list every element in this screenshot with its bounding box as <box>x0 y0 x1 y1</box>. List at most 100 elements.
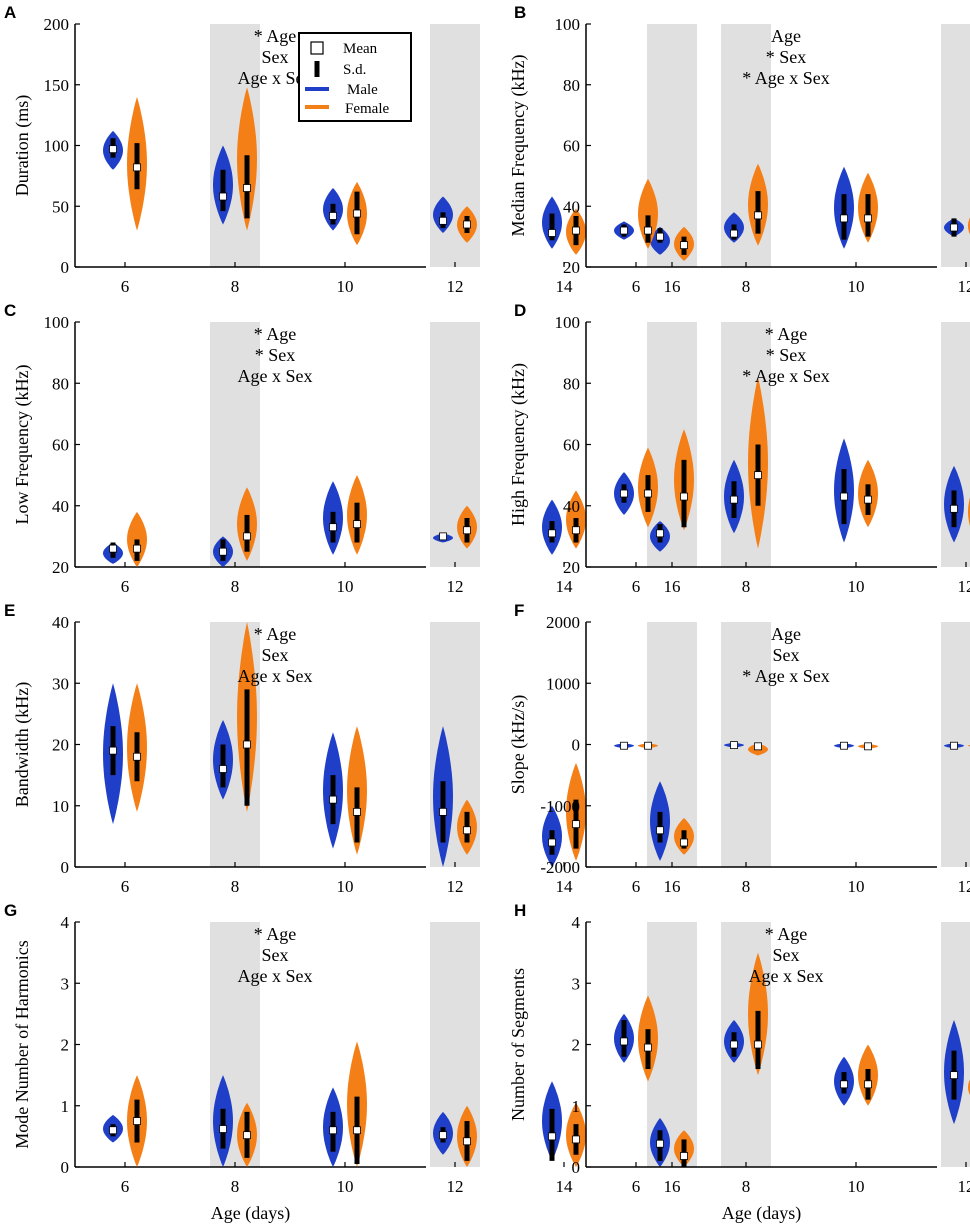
panel-a-mean-male-16 <box>656 232 664 241</box>
panel-f-stat-0: Age <box>771 624 801 644</box>
panel-e-mean-male-12 <box>439 807 447 816</box>
panel-e-xtick-label: 8 <box>231 877 240 896</box>
panel-g-ytick-label: 1 <box>61 1097 70 1116</box>
panel-g-mean-female-6 <box>133 1117 141 1125</box>
panel-e-xtick-label: 10 <box>337 877 354 896</box>
panel-g-ylabel: Mode Number of Harmonics <box>12 940 32 1148</box>
panel-b-xtick-label: 6 <box>632 277 641 296</box>
panel-c-mean-male-12 <box>439 532 447 541</box>
panel-a-stat-0: * Age <box>254 26 297 46</box>
panel-d-xtick-label: 12 <box>958 577 970 596</box>
panel-c-stat-1: * Sex <box>255 345 296 365</box>
panel-d-stat-1: * Sex <box>766 345 807 365</box>
panel-f-mean-male-6 <box>620 741 628 750</box>
panel-a-stat-2: Age x Sex <box>238 68 313 88</box>
panel-a-xtick-label: 10 <box>337 277 354 296</box>
panel-h-xtick-label: 8 <box>742 1177 751 1196</box>
panel-e-xtick-label: 14 <box>556 877 574 896</box>
panel-e-ytick-label: 30 <box>52 674 69 693</box>
panel-b: 20 40 60 80 100 6 8 10 12 14 16 Age* Sex* Age x Sex… <box>508 3 970 296</box>
panel-e-xtick-label: 6 <box>121 877 130 896</box>
panel-h-mean-female-8 <box>754 1040 762 1049</box>
panel-b-stat-2: * Age x Sex <box>742 68 830 88</box>
panel-c-mean-male-14 <box>548 529 556 538</box>
panel-f-letter: F <box>514 601 524 620</box>
panel-c-mean-female-14 <box>572 526 580 535</box>
panel-h-stat-0: * Age <box>765 924 808 944</box>
panel-f-ytick-label: -2000 <box>540 858 580 877</box>
panel-g-stat-2: Age x Sex <box>238 966 313 986</box>
panel-h-xtick-label: 10 <box>848 1177 865 1196</box>
panel-c-ytick-label: 60 <box>52 436 69 455</box>
panel-h-ytick-label: 3 <box>572 974 581 993</box>
legend: Mean S.d. Male Female <box>298 32 412 122</box>
panel-b-stat-1: * Sex <box>766 47 807 67</box>
panel-e-ytick-label: 40 <box>52 613 69 632</box>
panel-b-xtick-label: 8 <box>742 277 751 296</box>
panel-d-mean-male-8 <box>730 495 738 504</box>
panel-g-mean-male-12 <box>439 1131 447 1140</box>
panel-a-mean-male-12 <box>439 216 447 225</box>
panel-d-xtick-label: 6 <box>632 577 641 596</box>
panel-b-ytick-label: 20 <box>563 258 580 277</box>
panel-c-ytick-label: 80 <box>52 374 69 393</box>
panel-h-ylabel: Number of Segments <box>508 968 528 1121</box>
panel-c-ytick-label: 100 <box>44 313 70 332</box>
panel-d-stat-2: * Age x Sex <box>742 366 830 386</box>
panel-b-xtick-label: 12 <box>958 277 970 296</box>
panel-d-xtick-label: 10 <box>848 577 865 596</box>
panel-f-ytick-label: 2000 <box>546 613 580 632</box>
panel-e-xtick-label: 12 <box>447 877 464 896</box>
panel-e-letter: E <box>4 601 15 620</box>
panel-d-letter: D <box>514 301 526 320</box>
panel-b-mean-male-8 <box>730 229 738 238</box>
panel-h-ytick-label: 0 <box>572 1158 581 1177</box>
panel-f-mean-male-8 <box>730 741 738 750</box>
panel-c-letter: C <box>4 301 16 320</box>
panel-c-ytick-label: 40 <box>52 497 69 516</box>
panel-d-mean-male-6 <box>620 489 628 498</box>
panel-d-mean-female-6 <box>644 489 652 498</box>
panel-d-mean-male-12 <box>950 504 958 513</box>
panel-c-mean-female-10 <box>353 520 361 529</box>
panel-g-xtick-label: 12 <box>447 1177 464 1196</box>
panel-d: 20 40 60 80 100 6 8 10 12 14 16 * Age* Sex* Age x S… <box>508 301 970 596</box>
panel-c-xtick-label: 8 <box>231 577 240 596</box>
panel-c-mean-female-6 <box>133 544 141 553</box>
legend-sd-label: S.d. <box>343 62 366 78</box>
panel-g-mean-female-14 <box>572 1135 580 1144</box>
panel-g-mean-male-10 <box>329 1126 337 1135</box>
panel-c-mean-female-8 <box>243 532 251 541</box>
panel-h-mean-female-10 <box>864 1080 872 1089</box>
panel-a-mean-male-6 <box>109 145 117 154</box>
panel-g-mean-female-12 <box>463 1137 471 1146</box>
panel-d-stat-0: * Age <box>765 324 808 344</box>
panel-c-mean-female-16 <box>680 492 688 501</box>
panel-g-letter: G <box>4 901 17 920</box>
panel-f-ytick-label: 1000 <box>546 674 580 693</box>
panel-e-mean-male-6 <box>109 746 117 755</box>
panel-b-ytick-label: 40 <box>563 197 580 216</box>
legend-female-label: Female <box>345 101 389 117</box>
panel-g-ytick-label: 2 <box>61 1036 70 1055</box>
panel-h-letter: H <box>514 901 526 920</box>
panel-c-ylabel: Low Frequency (kHz) <box>12 365 33 525</box>
panel-c-stat-0: * Age <box>254 324 297 344</box>
panel-c-xtick-label: 10 <box>337 577 354 596</box>
panel-a-letter: A <box>4 3 16 22</box>
panel-b-ytick-label: 80 <box>563 76 580 95</box>
panel-g-mean-male-16 <box>656 1139 664 1148</box>
panel-b-mean-male-6 <box>620 226 628 235</box>
panel-a-mean-male-14 <box>548 229 556 237</box>
panel-c-stat-2: Age x Sex <box>238 366 313 386</box>
panel-a-mean-female-14 <box>572 226 580 235</box>
panel-d-ytick-label: 20 <box>563 558 580 577</box>
panel-f-ytick-label: -1000 <box>540 797 580 816</box>
panel-b-violin-female-6 <box>638 178 658 249</box>
panel-e-mean-male-10 <box>329 795 337 804</box>
panel-g-xtick-label: 8 <box>231 1177 240 1196</box>
panel-a-mean-female-10 <box>353 209 361 218</box>
panel-f-mean-female-6 <box>644 741 652 750</box>
